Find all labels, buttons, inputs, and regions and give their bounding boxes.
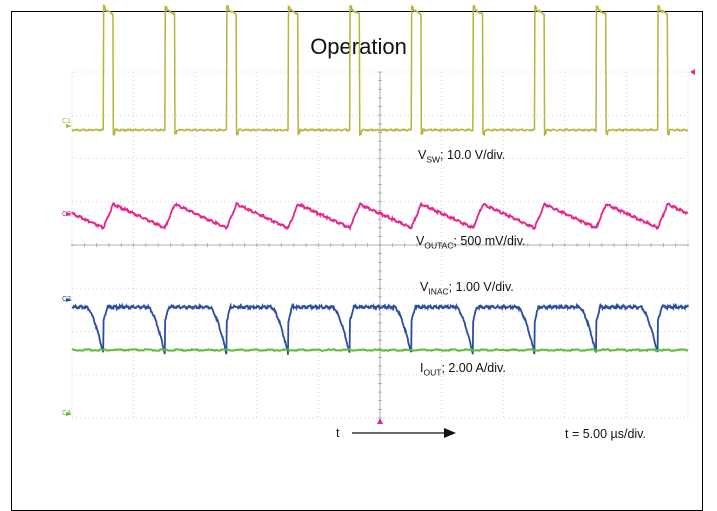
channel-marker-c4: C4 (62, 410, 71, 417)
channel-baseline-marker (66, 124, 72, 128)
label-voutac: VOUTAC; 500 mV/div. (416, 234, 526, 251)
channel-marker-c2: C2 (62, 296, 71, 303)
time-per-division: t = 5.00 µs/div. (565, 427, 646, 441)
channel-marker-c3: C3 (62, 211, 71, 218)
figure-frame (11, 11, 703, 511)
series-vsw-trace (71, 4, 689, 138)
series-iout-trace (71, 347, 689, 353)
trigger-position-marker (377, 418, 383, 424)
trigger-level-marker (690, 69, 695, 75)
series-voutac-trace (71, 201, 689, 232)
channel-marker-c1: C1 (62, 118, 71, 125)
label-vinac: VINAC; 1.00 V/div. (420, 280, 514, 297)
time-axis-label: t (336, 426, 340, 440)
channel-baseline-marker (66, 212, 72, 216)
label-vsw: VSW; 10.0 V/div. (418, 148, 506, 165)
chart-title: Operation (310, 34, 407, 59)
label-iout: IOUT; 2.00 A/div. (420, 361, 506, 378)
channel-baseline-marker (66, 298, 72, 302)
channel-baseline-marker (66, 412, 72, 416)
time-arrow-icon (352, 428, 456, 438)
series-vinac-trace (71, 302, 689, 355)
